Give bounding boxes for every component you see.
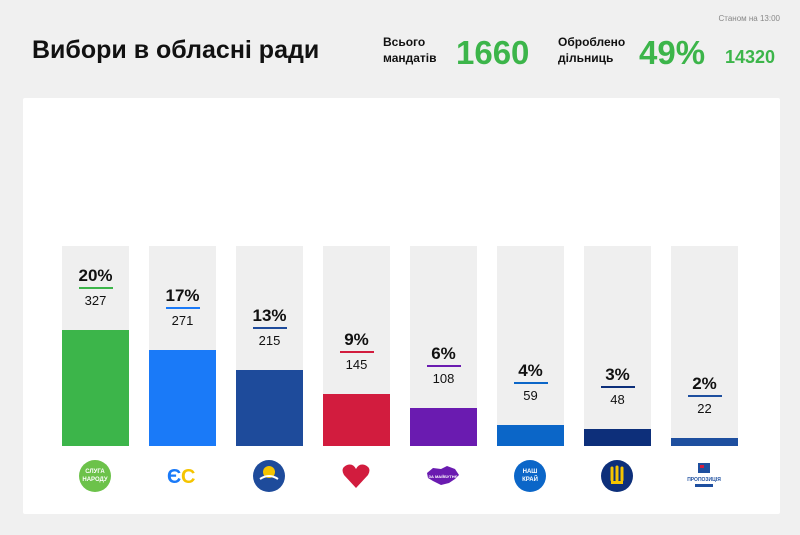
bar-fill bbox=[671, 438, 738, 446]
svoboda-logo bbox=[599, 458, 635, 494]
bar-percent-label: 13% bbox=[252, 306, 287, 325]
bar-column: 20% 327 bbox=[62, 246, 129, 446]
bar-percent-label: 9% bbox=[344, 330, 369, 349]
bar-percent-label: 6% bbox=[431, 344, 456, 363]
bar-column: 9% 145 bbox=[323, 246, 390, 446]
mandates-label: Всього мандатів bbox=[383, 34, 437, 66]
bar-percent-label: 17% bbox=[165, 286, 200, 305]
processed-label: Оброблено дільниць bbox=[558, 34, 625, 66]
bar-fill bbox=[323, 394, 390, 446]
bar-underline bbox=[600, 386, 635, 388]
mandates-label-line1: Всього bbox=[383, 35, 426, 49]
sluha-narodu-logo: СЛУГА НАРОДУ bbox=[77, 458, 113, 494]
bar-seats-label: 108 bbox=[432, 371, 455, 386]
bar-underline bbox=[426, 365, 461, 367]
bar-fill bbox=[584, 429, 651, 446]
bar-column: 4% 59 bbox=[497, 246, 564, 446]
processed-percent: 49% bbox=[639, 34, 706, 71]
svg-text:ПРОПОЗИЦІЯ: ПРОПОЗИЦІЯ bbox=[687, 477, 721, 483]
heart-logo bbox=[338, 458, 374, 494]
bar-underline bbox=[513, 382, 548, 384]
svg-text:Є: Є bbox=[167, 466, 181, 488]
bar-column: 17% 271 bbox=[149, 246, 216, 446]
timestamp: Станом на 13:00 bbox=[718, 14, 781, 23]
bar-underline bbox=[165, 307, 200, 309]
bar-column: 6% 108 bbox=[410, 246, 477, 446]
bar-seats-label: 59 bbox=[523, 388, 538, 403]
bar-seats-label: 271 bbox=[171, 313, 194, 328]
bar-underline bbox=[78, 287, 113, 289]
bar-percent-label: 2% bbox=[692, 374, 717, 393]
bar-fill bbox=[149, 350, 216, 446]
svg-text:ЗА МАЙБУТНЄ: ЗА МАЙБУТНЄ bbox=[428, 474, 457, 479]
bar-underline bbox=[339, 351, 374, 353]
za-maibutnie-logo: ЗА МАЙБУТНЄ bbox=[425, 458, 461, 494]
bar-seats-label: 22 bbox=[697, 401, 712, 416]
bar-fill bbox=[236, 370, 303, 446]
mandates-label-line2: мандатів bbox=[383, 51, 437, 65]
propozytsiia-logo: ПРОПОЗИЦІЯ bbox=[686, 458, 722, 494]
svg-text:С: С bbox=[181, 466, 195, 488]
bar-fill bbox=[497, 425, 564, 446]
bar-seats-label: 215 bbox=[258, 333, 281, 348]
bar-underline bbox=[687, 395, 722, 397]
bar-column: 2% 22 bbox=[671, 246, 738, 446]
bar-percent-label: 20% bbox=[78, 266, 113, 285]
page-title: Вибори в обласні ради bbox=[32, 36, 320, 64]
mandates-value: 1660 bbox=[456, 34, 530, 71]
processed-label-line1: Оброблено bbox=[558, 35, 626, 49]
bar-percent-label: 3% bbox=[605, 365, 630, 384]
bar-underline bbox=[252, 327, 287, 329]
bar-fill bbox=[62, 330, 129, 446]
bar-column: 3% 48 bbox=[584, 246, 651, 446]
bar-seats-label: 48 bbox=[610, 392, 625, 407]
bar-column: 13% 215 bbox=[236, 246, 303, 446]
nash-krai-logo: НАШ КРАЙ bbox=[512, 458, 548, 494]
processed-label-line2: дільниць bbox=[558, 51, 614, 65]
bar-fill bbox=[410, 408, 477, 446]
processed-count: 14320 bbox=[725, 47, 776, 67]
bar-percent-label: 4% bbox=[518, 361, 543, 380]
chart-card: 20% 327 СЛУГА НАРОДУ 17% 271 Є С 13% 215 9% 145 6% 10… bbox=[23, 98, 780, 514]
bar-seats-label: 145 bbox=[345, 357, 368, 372]
opzzh-logo bbox=[251, 458, 287, 494]
bar-seats-label: 327 bbox=[84, 293, 107, 308]
